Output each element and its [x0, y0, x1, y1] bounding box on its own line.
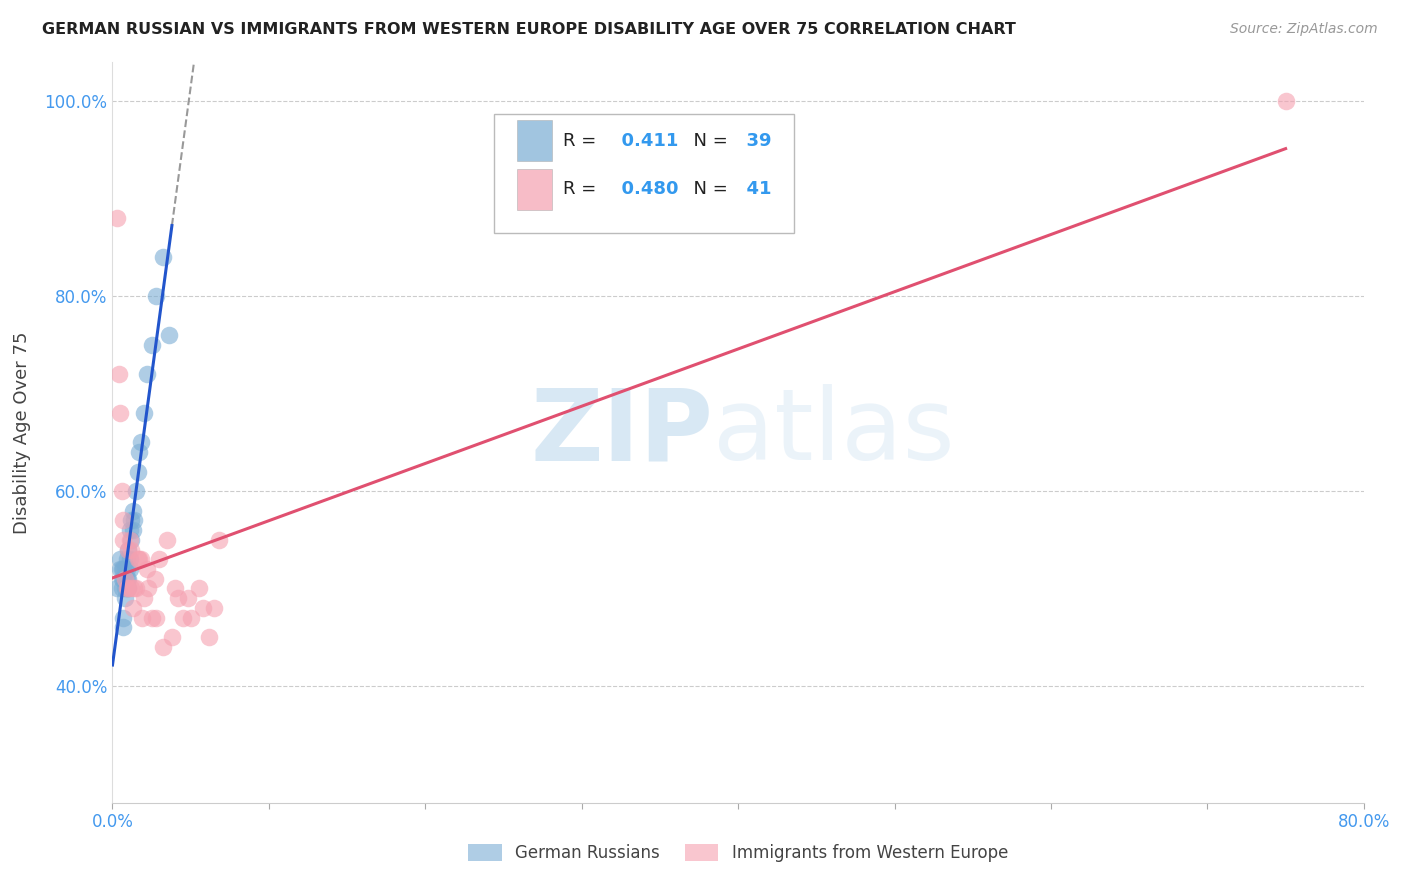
Point	[114, 582, 136, 596]
Point	[120, 513, 142, 527]
Point	[112, 620, 135, 634]
Point	[114, 572, 136, 586]
Point	[163, 582, 186, 596]
Point	[208, 533, 231, 547]
Point	[115, 572, 138, 586]
Point	[125, 484, 148, 499]
Text: 39: 39	[734, 132, 772, 150]
FancyBboxPatch shape	[516, 120, 551, 161]
Point	[143, 572, 166, 586]
Point	[111, 582, 134, 596]
Point	[112, 513, 135, 527]
Point	[135, 367, 157, 381]
Point	[114, 572, 136, 586]
Point	[198, 630, 221, 644]
Text: 0.480: 0.480	[609, 180, 679, 198]
Point	[124, 513, 146, 527]
Point	[110, 552, 132, 566]
Legend: German Russians, Immigrants from Western Europe: German Russians, Immigrants from Western…	[461, 837, 1015, 869]
Point	[117, 572, 139, 586]
Point	[176, 591, 198, 606]
Point	[114, 562, 136, 576]
Point	[117, 542, 139, 557]
Point	[131, 611, 153, 625]
Point	[138, 582, 160, 596]
Point	[118, 552, 141, 566]
Point	[180, 611, 202, 625]
Text: R =: R =	[562, 132, 602, 150]
Point	[127, 465, 149, 479]
Point	[156, 533, 179, 547]
Text: ZIP: ZIP	[530, 384, 713, 481]
Point	[145, 289, 167, 303]
Point	[128, 552, 150, 566]
Point	[112, 572, 135, 586]
Y-axis label: Disability Age Over 75: Disability Age Over 75	[13, 331, 31, 534]
Point	[202, 601, 225, 615]
Point	[135, 562, 157, 576]
Point	[117, 542, 139, 557]
Point	[145, 611, 167, 625]
Point	[152, 250, 174, 264]
Point	[120, 533, 142, 547]
Point	[152, 640, 174, 654]
Point	[160, 630, 183, 644]
Point	[132, 591, 155, 606]
Point	[110, 406, 132, 420]
Point	[115, 582, 138, 596]
Point	[141, 611, 163, 625]
Point	[117, 582, 139, 596]
Text: N =: N =	[682, 132, 734, 150]
Text: Source: ZipAtlas.com: Source: ZipAtlas.com	[1230, 22, 1378, 37]
Text: 41: 41	[734, 180, 772, 198]
Point	[128, 445, 150, 459]
Point	[105, 582, 128, 596]
Point	[118, 523, 141, 537]
Point	[112, 562, 135, 576]
Point	[124, 582, 146, 596]
Point	[111, 572, 134, 586]
Point	[125, 582, 148, 596]
Point	[193, 601, 215, 615]
Point	[172, 611, 194, 625]
Text: 0.411: 0.411	[609, 132, 679, 150]
Text: GERMAN RUSSIAN VS IMMIGRANTS FROM WESTERN EUROPE DISABILITY AGE OVER 75 CORRELAT: GERMAN RUSSIAN VS IMMIGRANTS FROM WESTER…	[42, 22, 1017, 37]
Point	[187, 582, 209, 596]
Point	[1274, 95, 1296, 109]
Point	[105, 211, 128, 226]
Point	[129, 552, 152, 566]
Point	[127, 552, 149, 566]
Text: atlas: atlas	[713, 384, 955, 481]
Point	[118, 533, 141, 547]
Text: R =: R =	[562, 180, 602, 198]
Point	[141, 338, 163, 352]
Point	[112, 611, 135, 625]
Point	[129, 435, 152, 450]
Point	[132, 406, 155, 420]
Point	[157, 328, 180, 343]
Point	[115, 552, 138, 566]
Point	[117, 582, 139, 596]
Point	[112, 533, 135, 547]
FancyBboxPatch shape	[494, 114, 794, 233]
Point	[167, 591, 190, 606]
FancyBboxPatch shape	[516, 169, 551, 210]
Point	[118, 562, 141, 576]
Point	[111, 562, 134, 576]
Point	[121, 601, 143, 615]
Point	[111, 484, 134, 499]
Point	[115, 582, 138, 596]
Point	[121, 503, 143, 517]
Point	[148, 552, 170, 566]
Point	[120, 542, 142, 557]
Point	[110, 562, 132, 576]
Text: N =: N =	[682, 180, 734, 198]
Point	[115, 562, 138, 576]
Point	[120, 582, 142, 596]
Point	[114, 591, 136, 606]
Point	[121, 523, 143, 537]
Point	[107, 367, 129, 381]
